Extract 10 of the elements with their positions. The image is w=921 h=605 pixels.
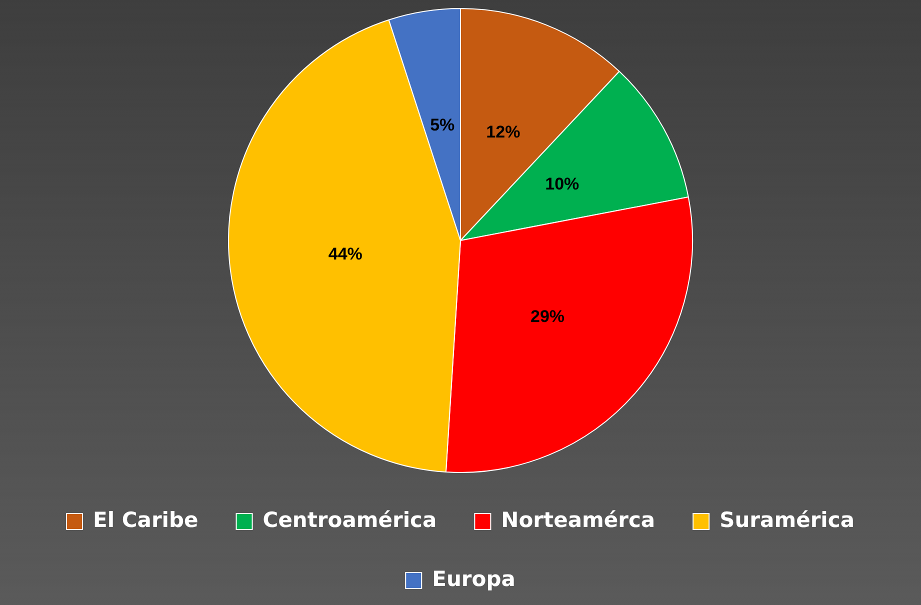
data-label: 5% [430,116,455,135]
data-label: 44% [328,244,362,264]
legend-label: Centroamérica [262,508,437,532]
legend-label: Suramérica [720,508,854,532]
legend-label: El Caribe [93,508,198,532]
legend-label: Europa [432,566,516,591]
data-label: 29% [530,306,565,326]
data-label: 10% [545,174,580,194]
data-label: 12% [486,122,520,142]
legend-label: Norteamérca [501,508,656,532]
